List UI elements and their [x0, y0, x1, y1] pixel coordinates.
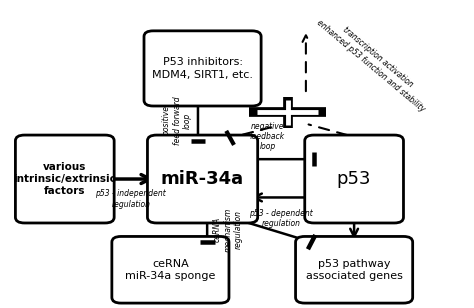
- FancyBboxPatch shape: [112, 237, 229, 303]
- FancyBboxPatch shape: [16, 135, 114, 223]
- Text: p53: p53: [337, 170, 371, 188]
- FancyBboxPatch shape: [144, 31, 261, 106]
- Text: ceRNA
miR-34a sponge: ceRNA miR-34a sponge: [125, 259, 216, 281]
- Text: transcription activation
enhanced p53 function and stability: transcription activation enhanced p53 fu…: [316, 9, 434, 113]
- Text: ceRNA
mechanism
regulation: ceRNA mechanism regulation: [213, 208, 243, 252]
- Text: p53 - independent
regulation: p53 - independent regulation: [95, 189, 166, 209]
- Text: positive
feed forward
loop: positive feed forward loop: [163, 96, 192, 145]
- FancyBboxPatch shape: [147, 135, 258, 223]
- Text: various
intrinsic/extrinsic
factors: various intrinsic/extrinsic factors: [13, 162, 116, 197]
- Text: p53 - dependent
regulation: p53 - dependent regulation: [249, 209, 313, 229]
- Text: P53 inhibitors:
MDM4, SIRT1, etc.: P53 inhibitors: MDM4, SIRT1, etc.: [152, 57, 253, 80]
- FancyBboxPatch shape: [296, 237, 413, 303]
- Text: negative
feedback
loop: negative feedback loop: [250, 122, 285, 152]
- FancyBboxPatch shape: [305, 135, 403, 223]
- Text: p53 pathway
associated genes: p53 pathway associated genes: [306, 259, 402, 281]
- Text: miR-34a: miR-34a: [161, 170, 244, 188]
